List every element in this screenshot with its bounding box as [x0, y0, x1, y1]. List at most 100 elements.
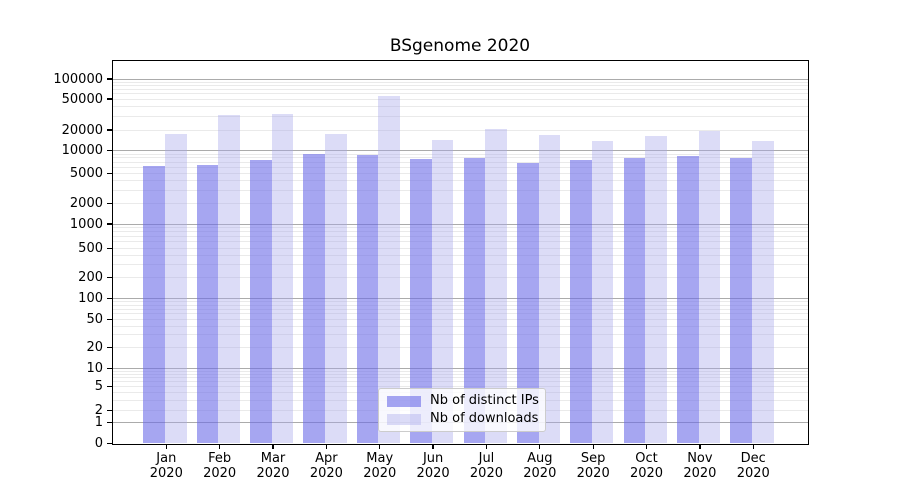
legend-label-distinct-ips: Nb of distinct IPs	[430, 393, 539, 408]
bar-downloads	[218, 115, 240, 444]
y-tick-mark	[106, 98, 113, 100]
x-tick-mark	[592, 444, 594, 449]
x-tick-label: Oct 2020	[629, 450, 664, 482]
grid-line-minor	[112, 153, 808, 155]
bar-downloads	[645, 136, 667, 444]
legend-swatch-distinct-ips	[387, 395, 421, 407]
grid-line-minor	[112, 377, 808, 379]
x-tick-label: Sep 2020	[576, 450, 610, 482]
x-tick-mark	[645, 444, 648, 449]
x-tick-label: Feb 2020	[203, 450, 237, 482]
y-tick-mark	[106, 247, 113, 249]
grid-line-minor	[112, 373, 808, 375]
chart-title: BSgenome 2020	[389, 36, 531, 56]
bar-downloads	[378, 96, 401, 444]
y-tick-label: 20	[86, 339, 103, 355]
x-tick-label: Mar 2020	[256, 450, 290, 482]
x-tick-mark	[752, 444, 754, 449]
x-tick-label: May 2020	[363, 450, 397, 482]
bar-distinct-ips	[356, 154, 379, 444]
grid-line-minor	[112, 308, 808, 310]
grid-line-minor	[112, 304, 808, 306]
grid-line-minor	[112, 161, 808, 163]
grid-line-minor	[112, 227, 808, 229]
x-tick-label: Apr 2020	[309, 450, 343, 482]
grid-line-minor	[112, 254, 808, 256]
grid-line-minor	[112, 81, 808, 83]
x-tick-mark	[325, 444, 328, 449]
x-tick-label: Nov 2020	[683, 450, 717, 482]
grid-line-minor	[112, 88, 808, 90]
grid-line-minor	[112, 180, 808, 182]
y-tick-mark	[106, 129, 113, 131]
y-tick-label: 200	[78, 269, 103, 285]
y-tick-label: 2000	[69, 195, 103, 211]
x-tick-mark	[219, 444, 221, 449]
y-tick-label: 2	[94, 403, 103, 419]
grid-line-minor	[112, 386, 808, 388]
grid-line-major	[112, 367, 808, 369]
legend-swatch-downloads	[387, 413, 421, 425]
grid-line-minor	[112, 189, 808, 191]
bar-distinct-ips	[303, 154, 326, 444]
grid-line-major	[112, 150, 808, 152]
x-tick-label: Jun 2020	[416, 450, 450, 482]
y-tick-label: 5000	[69, 165, 103, 181]
grid-line-minor	[112, 370, 808, 372]
grid-line-minor	[112, 381, 808, 383]
y-tick-label: 10000	[61, 143, 103, 159]
bar-distinct-ips	[250, 159, 272, 444]
x-tick-label: Jul 2020	[469, 450, 503, 482]
x-tick-mark	[165, 444, 167, 449]
grid-line-minor	[112, 334, 808, 336]
y-tick-label: 10	[86, 360, 103, 376]
legend-label-downloads: Nb of downloads	[430, 411, 539, 426]
y-tick-mark	[106, 346, 113, 348]
bar-distinct-ips	[196, 164, 219, 444]
y-tick-label: 20000	[61, 122, 103, 138]
grid-line-minor	[112, 231, 808, 233]
y-tick-mark	[106, 367, 113, 369]
grid-line-minor	[112, 313, 808, 315]
grid-line-major	[112, 78, 808, 80]
y-tick-mark	[106, 150, 113, 152]
y-tick-mark	[106, 318, 113, 320]
y-tick-label: 50000	[61, 91, 103, 107]
legend: Nb of distinct IPs Nb of downloads	[378, 388, 546, 432]
grid-line-minor	[112, 236, 808, 237]
x-tick-mark	[539, 444, 541, 449]
bar-distinct-ips	[410, 158, 432, 444]
grid-line-minor	[112, 93, 808, 95]
y-tick-mark	[106, 422, 113, 424]
grid-line-minor	[112, 300, 808, 302]
legend-item-downloads: Nb of downloads	[379, 412, 545, 426]
grid-line-major	[112, 297, 808, 299]
y-tick-label: 1	[94, 415, 103, 431]
y-tick-label: 1000	[69, 216, 103, 232]
y-tick-label: 100	[78, 290, 103, 306]
grid-line-minor	[112, 115, 808, 117]
bar-downloads	[485, 128, 507, 444]
bar-distinct-ips	[623, 157, 646, 444]
y-tick-label: 5	[94, 379, 103, 395]
bar-downloads	[271, 114, 294, 444]
x-tick-mark	[379, 444, 381, 449]
bar-downloads	[591, 141, 614, 444]
bar-downloads	[751, 140, 774, 444]
grid-line-minor	[112, 202, 808, 204]
y-tick-label: 100000	[53, 71, 103, 87]
bar-downloads	[165, 133, 187, 444]
y-tick-label: 50	[86, 311, 103, 327]
y-tick-mark	[106, 386, 113, 388]
grid-line-major	[112, 223, 808, 225]
x-tick-label: Jan 2020	[149, 450, 183, 482]
legend-item-distinct-ips: Nb of distinct IPs	[379, 394, 545, 408]
grid-line-minor	[112, 263, 808, 265]
y-tick-mark	[106, 202, 113, 204]
grid-line-minor	[112, 172, 808, 174]
grid-line-minor	[112, 106, 808, 108]
y-tick-mark	[106, 297, 113, 299]
y-tick-mark	[106, 442, 113, 445]
bar-distinct-ips	[730, 158, 752, 444]
